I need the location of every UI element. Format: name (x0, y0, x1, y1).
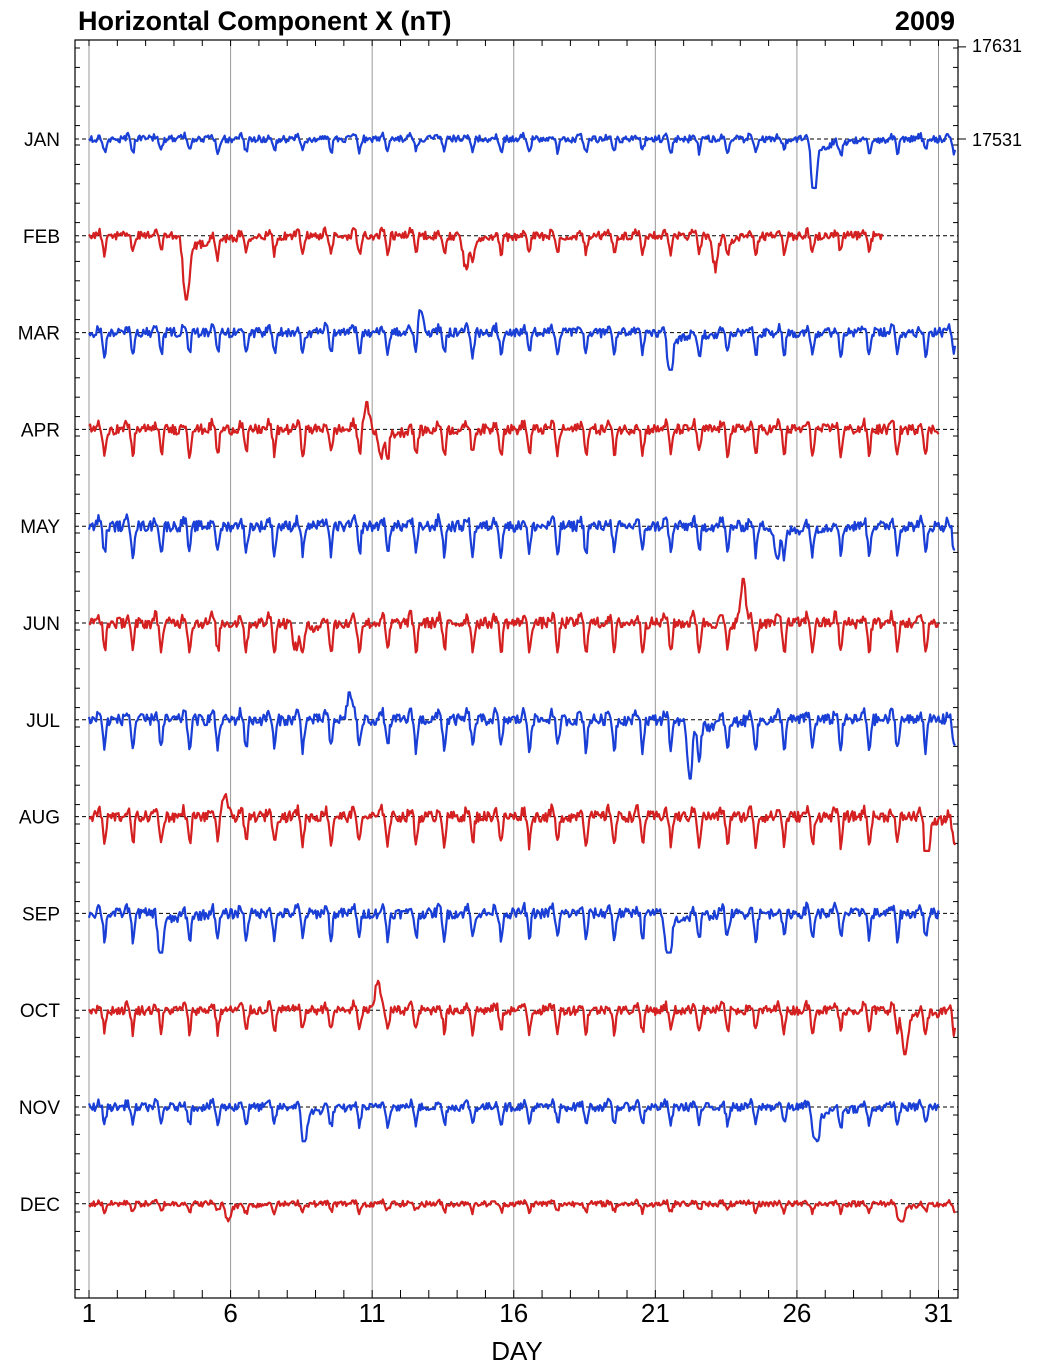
month-label-oct: OCT (20, 1001, 61, 1022)
x-tick-label: 6 (223, 1298, 237, 1328)
series-line-may (87, 513, 956, 562)
series-line-aug (88, 792, 957, 853)
month-label-jan: JAN (24, 130, 60, 151)
ticks-layer (75, 40, 966, 1298)
series-line-jan (88, 131, 957, 190)
series-line-sep (87, 901, 940, 954)
series-line-jun (88, 577, 940, 654)
month-label-jun: JUN (23, 614, 60, 635)
scale-label-baseline: 17531 (972, 130, 1022, 150)
scale-label-top: 17631 (972, 36, 1022, 56)
series-line-jul (87, 691, 956, 780)
month-label-may: MAY (20, 517, 60, 538)
x-tick-label: 26 (782, 1298, 811, 1328)
month-label-nov: NOV (19, 1098, 61, 1119)
month-label-apr: APR (21, 420, 60, 441)
series-line-dec (88, 1198, 956, 1223)
month-label-aug: AUG (19, 808, 60, 829)
x-tick-label: 1 (82, 1298, 96, 1328)
series-layer (75, 131, 958, 1223)
month-label-feb: FEB (23, 227, 60, 248)
series-line-nov (87, 1097, 940, 1143)
year-label: 2009 (895, 6, 955, 36)
month-label-dec: DEC (20, 1195, 60, 1216)
series-line-apr (88, 400, 940, 460)
x-axis-label: DAY (491, 1336, 543, 1366)
grid-layer (74, 39, 959, 1299)
month-label-jul: JUL (26, 711, 60, 732)
month-label-sep: SEP (22, 904, 60, 925)
x-tick-label: 11 (359, 1298, 386, 1328)
x-tick-label: 21 (641, 1298, 670, 1328)
month-label-mar: MAR (18, 324, 60, 345)
series-line-oct (87, 979, 957, 1056)
series-line-mar (88, 309, 957, 371)
x-tick-label: 16 (499, 1298, 528, 1328)
labels-layer: 1 6 11 16 21 26 31JANFEBMARAPRMAYJUNJULAUGSEPO… (18, 130, 953, 1328)
series-line-feb (88, 226, 883, 301)
chart-title: Horizontal Component X (nT) (78, 6, 451, 36)
x-tick-label: 31 (924, 1298, 953, 1328)
